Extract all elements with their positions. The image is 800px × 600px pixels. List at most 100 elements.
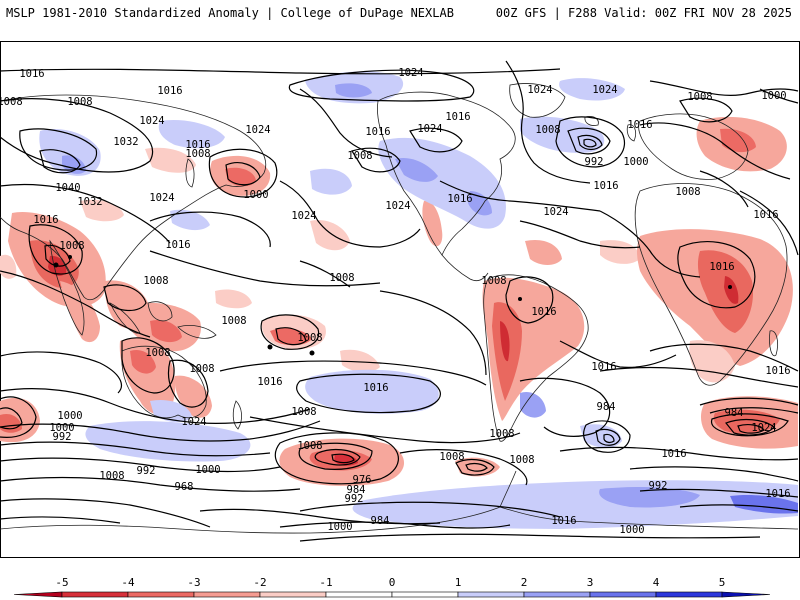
isobar bbox=[149, 250, 381, 287]
contour-label: 1000 bbox=[619, 524, 644, 536]
isobar bbox=[599, 210, 701, 278]
contour-label: 1008 bbox=[59, 240, 84, 252]
contour-label: 1024 bbox=[149, 192, 174, 204]
isobar bbox=[639, 122, 791, 180]
isobar bbox=[567, 127, 611, 155]
contour-label: 1016 bbox=[445, 111, 470, 123]
isobar bbox=[299, 533, 761, 542]
contour-label: 1000 bbox=[327, 521, 352, 533]
contour-label: 1016 bbox=[661, 448, 686, 460]
coastline-south-america bbox=[483, 274, 589, 442]
colorbar-segment bbox=[325, 591, 393, 598]
isobar bbox=[0, 351, 122, 394]
contour-label: 1016 bbox=[185, 139, 210, 151]
isobar bbox=[0, 396, 37, 438]
coastline-antarctic-peninsula bbox=[499, 470, 517, 508]
contour-label: 1008 bbox=[687, 91, 712, 103]
contour-label: 1008 bbox=[329, 272, 354, 284]
colorbar-segment bbox=[13, 591, 63, 598]
contour-label: 976 bbox=[353, 474, 372, 486]
isobar bbox=[583, 420, 631, 453]
contour-label: 1016 bbox=[765, 365, 790, 377]
contour-label: 1008 bbox=[535, 124, 560, 136]
contour-label: 1000 bbox=[761, 90, 786, 102]
isobar bbox=[677, 241, 756, 309]
anomaly-blue-arctic-core bbox=[335, 83, 372, 98]
isobar bbox=[103, 284, 147, 312]
contour-label: 1016 bbox=[257, 376, 282, 388]
anomaly-red-atlantic bbox=[600, 240, 640, 264]
contour-label: 1016 bbox=[753, 209, 778, 221]
contour-label: 1016 bbox=[531, 306, 556, 318]
anomaly-red-pacific-small bbox=[215, 289, 252, 309]
map-title: MSLP 1981-2010 Standardized Anomaly | Co… bbox=[6, 6, 454, 20]
isobar bbox=[595, 428, 621, 446]
isobar bbox=[0, 441, 271, 457]
isobar bbox=[455, 458, 495, 476]
isobar bbox=[725, 418, 775, 436]
anomaly-red-south-pacific bbox=[340, 349, 380, 373]
colorbar-tick-label: 2 bbox=[521, 576, 528, 589]
coastline-africa bbox=[634, 183, 788, 386]
contour-label: 1040 bbox=[55, 182, 80, 194]
contour-label: 1008 bbox=[509, 454, 534, 466]
anomaly-red-andes-max bbox=[500, 321, 510, 362]
contour-label: 1008 bbox=[439, 451, 464, 463]
colorbar-segment bbox=[655, 591, 723, 598]
isobar bbox=[399, 449, 528, 486]
isobar bbox=[299, 501, 561, 518]
contour-label: 1016 bbox=[627, 119, 652, 131]
anomaly-colorbar: -5 -4 -3 -2 -1 0 1 2 3 4 5 bbox=[13, 576, 771, 598]
contour-label: 1032 bbox=[113, 136, 138, 148]
isobar bbox=[219, 360, 487, 386]
isobar bbox=[0, 183, 171, 244]
contour-label: 992 bbox=[53, 431, 72, 443]
contour-label: 1016 bbox=[765, 488, 790, 500]
contour-label: 1016 bbox=[165, 239, 190, 251]
colorbar-segments bbox=[13, 591, 771, 598]
low-center-south-asia bbox=[68, 255, 72, 259]
isobar bbox=[225, 162, 261, 186]
isobar bbox=[505, 60, 591, 184]
coastline-iceland bbox=[584, 116, 599, 126]
isobar bbox=[679, 504, 799, 512]
anomaly-red-western-us bbox=[422, 200, 443, 247]
isobar bbox=[555, 116, 626, 168]
contour-label: 1016 bbox=[365, 126, 390, 138]
coastline-north-america bbox=[377, 91, 516, 256]
contour-label: 1016 bbox=[551, 515, 576, 527]
colorbar-tick-label: -1 bbox=[319, 576, 332, 589]
anomaly-blue-siberia bbox=[158, 119, 225, 149]
contour-label: 1016 bbox=[33, 214, 58, 226]
isobar bbox=[465, 462, 488, 472]
contour-label: 1024 bbox=[181, 416, 206, 428]
isobar bbox=[249, 416, 521, 444]
coastline-borneo bbox=[147, 301, 173, 322]
isobar bbox=[28, 224, 83, 275]
coastline-greenland bbox=[509, 83, 566, 118]
colorbar-tick-label: 4 bbox=[653, 576, 660, 589]
contour-label: 1008 bbox=[297, 332, 322, 344]
isobar bbox=[260, 314, 320, 350]
isobar bbox=[298, 442, 373, 470]
isobar bbox=[699, 170, 749, 208]
isobar bbox=[759, 88, 799, 104]
contour-label: 1008 bbox=[185, 148, 210, 160]
isobar bbox=[739, 190, 799, 256]
isobar bbox=[0, 476, 301, 492]
anomaly-blue-antarctic-core bbox=[599, 487, 700, 508]
anomaly-red-africa-max bbox=[724, 276, 739, 304]
anomaly-blue-north-america-east bbox=[468, 191, 492, 216]
isobar bbox=[737, 424, 765, 434]
isobar bbox=[679, 97, 733, 123]
anomaly-red-brazil bbox=[525, 239, 562, 265]
contour-label: 1008 bbox=[145, 347, 170, 359]
isobar bbox=[519, 220, 641, 249]
isobar bbox=[379, 290, 487, 376]
anomaly-red-europe-core bbox=[720, 128, 756, 153]
coastline-europe bbox=[638, 113, 749, 180]
contour-label: 1016 bbox=[593, 180, 618, 192]
isobar bbox=[314, 448, 361, 466]
contour-label: 984 bbox=[371, 515, 390, 527]
isobar bbox=[649, 343, 799, 372]
